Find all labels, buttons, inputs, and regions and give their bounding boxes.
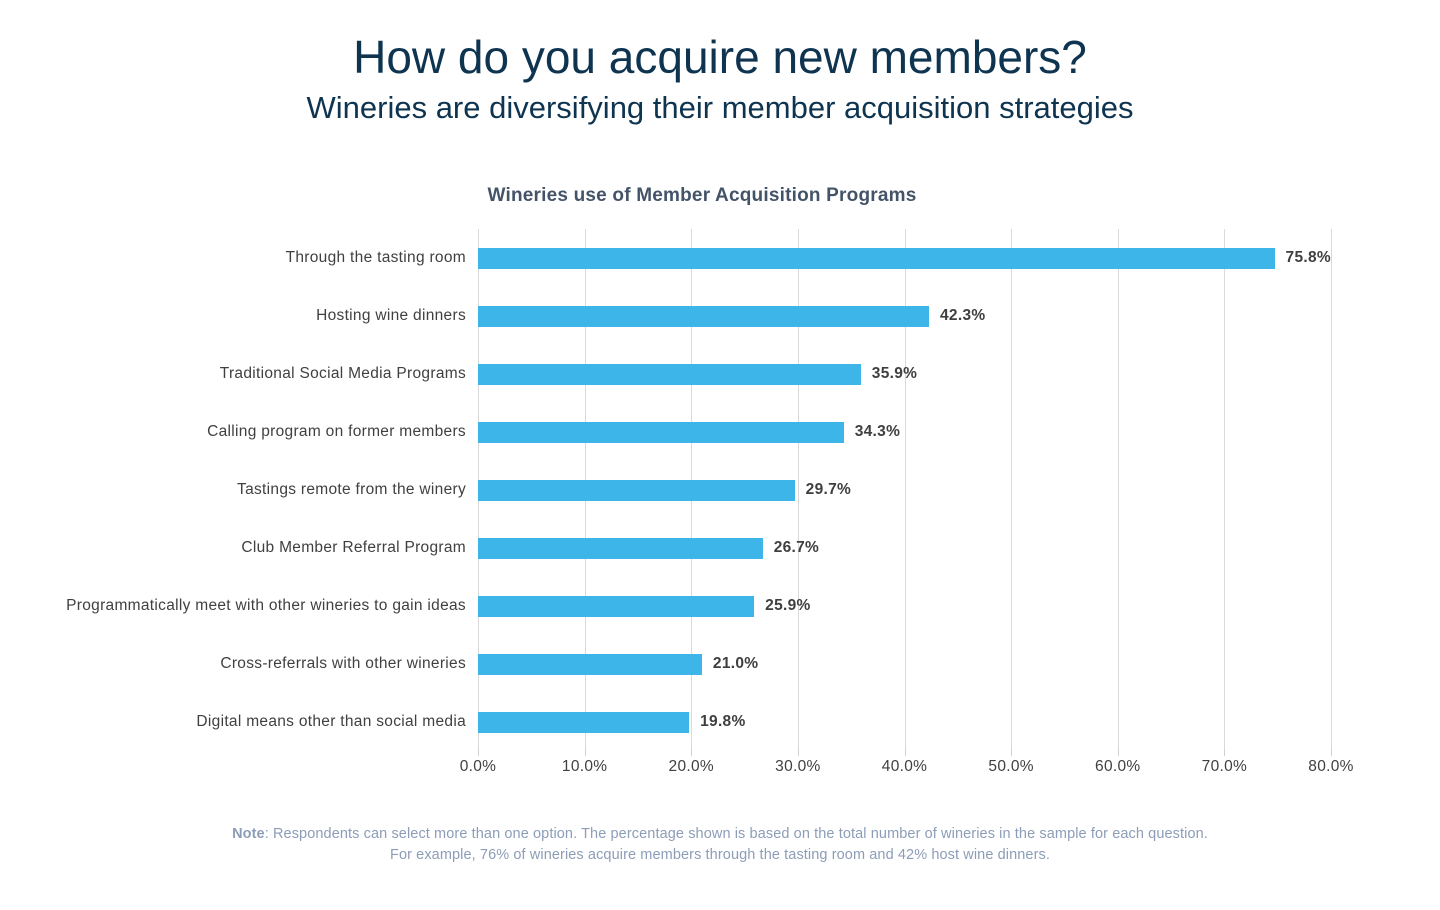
bar — [478, 479, 795, 501]
value-label: 26.7% — [773, 539, 820, 556]
x-tick-label: 70.0% — [1201, 758, 1248, 775]
page-title: How do you acquire new members? — [353, 31, 1087, 83]
axis-tick — [1011, 750, 1013, 756]
category-label: Programmatically meet with other winerie… — [66, 597, 466, 614]
category-label: Digital means other than social media — [196, 713, 466, 730]
value-label: 19.8% — [700, 713, 746, 730]
x-tick-label: 20.0% — [668, 758, 714, 775]
x-tick-label: 50.0% — [988, 758, 1034, 775]
bar — [478, 421, 844, 443]
bar — [478, 653, 702, 675]
bar-row: Programmatically meet with other winerie… — [0, 577, 1440, 635]
bar-area: 21.0% — [478, 635, 1331, 693]
value-label: 42.3% — [940, 307, 986, 324]
x-tick-label: 80.0% — [1308, 758, 1354, 775]
x-tick-label: 40.0% — [881, 758, 928, 775]
x-axis: 0.0% 10.0% 20.0% 30.0% 40.0% 50.0% 60.0% 70.0% 8… — [460, 758, 1354, 778]
bar-area: 35.9% — [478, 345, 1331, 403]
category-label: Calling program on former members — [207, 423, 466, 440]
bar — [478, 711, 690, 733]
bar-area: 75.8% — [478, 229, 1331, 287]
category-label: Tastings remote from the winery — [237, 481, 466, 498]
axis-tick — [1117, 750, 1119, 756]
bar — [478, 247, 1275, 269]
bar-area: 34.3% — [478, 403, 1331, 461]
gridline — [797, 229, 799, 750]
axis-tick — [1224, 750, 1226, 756]
value-label: 34.3% — [854, 423, 901, 440]
bar-row: Through the tasting room 75.8% — [0, 229, 1440, 287]
gridline — [904, 229, 906, 750]
axis-tick — [1331, 750, 1332, 756]
value-label: 21.0% — [712, 655, 759, 672]
footnote-note-label: Note — [232, 826, 265, 842]
value-label: 29.7% — [805, 481, 852, 498]
gridline — [1011, 229, 1013, 750]
bar-row: Traditional Social Media Programs 35.9% — [0, 345, 1440, 403]
bar-rows: Through the tasting room 75.8% Hosting win… — [0, 229, 1440, 751]
bar — [478, 305, 930, 327]
page-subtitle: Wineries are diversifying their member a… — [306, 90, 1134, 125]
gridline — [1117, 229, 1119, 750]
category-label: Hosting wine dinners — [316, 307, 466, 324]
axis-tick — [904, 750, 906, 756]
bar — [478, 595, 755, 617]
bar-row: Club Member Referral Program 26.7% — [0, 519, 1440, 577]
x-tick-label: 30.0% — [775, 758, 821, 775]
bar-row: Cross-referrals with other wineries 21.0% — [0, 635, 1440, 693]
bar-area: 25.9% — [478, 577, 1331, 635]
x-tick-label: 10.0% — [561, 758, 608, 775]
footnote: Note: Respondents can select more than o… — [0, 824, 1440, 865]
bar-row: Tastings remote from the winery 29.7% — [0, 461, 1440, 519]
category-label: Traditional Social Media Programs — [219, 365, 466, 382]
bar — [478, 363, 861, 385]
x-tick-label: 60.0% — [1095, 758, 1141, 775]
value-label: 35.9% — [871, 365, 918, 382]
bar-area: 29.7% — [478, 461, 1331, 519]
bar-row: Calling program on former members 34.3% — [0, 403, 1440, 461]
axis-tick — [691, 750, 693, 756]
axis-tick-marks — [478, 750, 1332, 756]
category-label: Through the tasting room — [285, 249, 466, 266]
category-label: Cross-referrals with other wineries — [220, 655, 466, 672]
gridline — [1224, 229, 1226, 750]
footnote-line-2: For example, 76% of wineries acquire mem… — [389, 846, 1051, 863]
bar-row: Hosting wine dinners 42.3% — [0, 287, 1440, 345]
bar-area: 26.7% — [478, 519, 1331, 577]
gridline — [1331, 229, 1332, 750]
footnote-line-1-text: : Respondents can select more than one o… — [264, 826, 1208, 842]
value-label: 25.9% — [765, 597, 811, 614]
header: How do you acquire new members? Wineries… — [0, 28, 1440, 128]
category-label: Club Member Referral Program — [241, 539, 466, 556]
axis-tick — [797, 750, 799, 756]
axis-tick — [584, 750, 586, 756]
bar-row: Digital means other than social media 19.… — [0, 693, 1440, 751]
footnote-line-1: Note: Respondents can select more than o… — [0, 824, 1440, 845]
bar-area: 19.8% — [478, 693, 1331, 751]
axis-tick — [478, 750, 479, 756]
bar-area: 42.3% — [478, 287, 1331, 345]
value-label: 75.8% — [1285, 249, 1331, 266]
bar — [478, 537, 763, 559]
chart-title: Wineries use of Member Acquisition Progr… — [487, 185, 917, 206]
x-tick-label: 0.0% — [459, 758, 497, 775]
